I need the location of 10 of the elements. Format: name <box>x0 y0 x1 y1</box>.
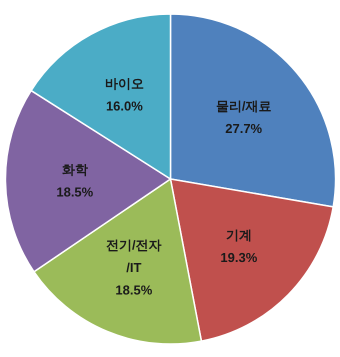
data-label: 27.7% <box>225 120 263 136</box>
data-label: 19.3% <box>220 250 258 265</box>
slice-label: 기계 <box>226 227 252 242</box>
data-label: 16.0% <box>106 98 144 114</box>
data-label: 18.5% <box>115 282 153 298</box>
data-label: 18.5% <box>56 184 94 200</box>
slice-label: 물리/재료 <box>216 98 272 114</box>
slice-label: 바이오 <box>104 76 144 92</box>
slice-label: 전기/전자 /IT <box>106 238 162 276</box>
slice-label: 화학 <box>62 162 88 177</box>
